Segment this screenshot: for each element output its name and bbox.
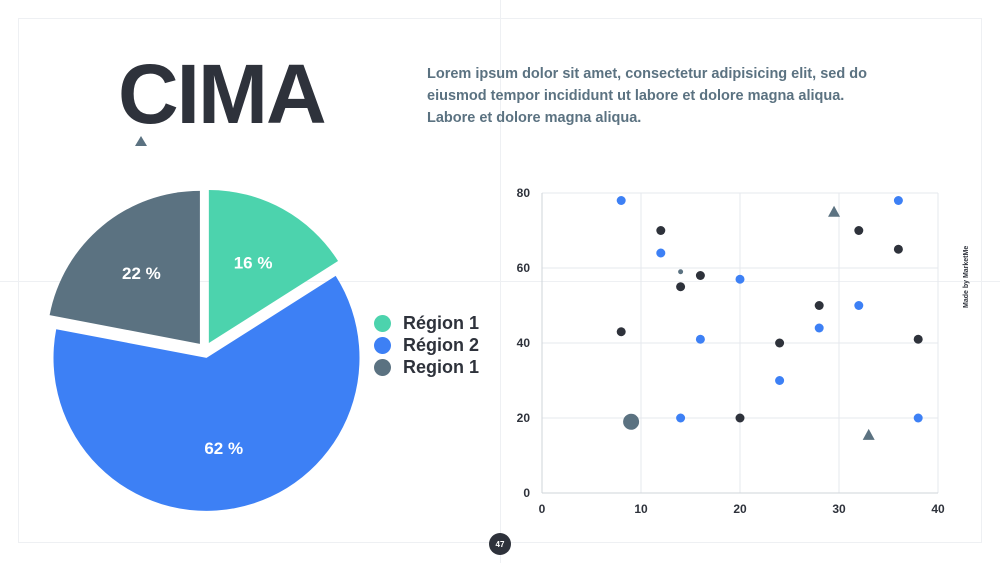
pie-slice (49, 190, 200, 344)
scatter-point (854, 226, 864, 235)
x-tick-label: 20 (733, 502, 747, 516)
legend-item: Region 1 (374, 356, 479, 378)
y-tick-label: 60 (517, 261, 531, 275)
pie-slice-label: 16 % (234, 254, 273, 273)
scatter-point (678, 269, 684, 275)
slide-title: CIMA (118, 47, 327, 141)
scatter-point-triangle (862, 428, 875, 440)
scatter-point (735, 413, 745, 423)
legend-label: Région 1 (403, 312, 480, 333)
x-tick-label: 30 (832, 502, 846, 516)
y-tick-label: 0 (523, 486, 530, 500)
pie-slice (208, 189, 339, 343)
scatter-point (656, 226, 666, 235)
x-tick-label: 40 (931, 502, 945, 516)
legend-dot-icon (374, 314, 391, 332)
scatter-chart: 0 10 20 30 40 0 20 40 60 80 (517, 186, 945, 516)
x-tick-label: 0 (539, 502, 546, 516)
legend-dot-icon (374, 336, 391, 354)
pie-slice-label: 62 % (204, 439, 243, 458)
scatter-point (814, 301, 824, 310)
legend-dot-icon (374, 358, 391, 376)
legend-label: Region 1 (403, 356, 480, 377)
scatter-point (623, 413, 640, 430)
pie-slice-label: 22 % (122, 264, 161, 283)
scatter-point (676, 282, 686, 292)
scatter-point (676, 413, 686, 423)
legend-label: Région 2 (403, 334, 480, 355)
center-guide-horizontal (0, 281, 1000, 282)
pie-chart: 16 % 62 % 22 % (49, 189, 360, 511)
y-tick-label: 40 (517, 336, 531, 350)
scatter-point (616, 196, 626, 205)
slide-description: Lorem ipsum dolor sit amet, consectetur … (427, 66, 867, 126)
pie-legend: Région 1 Région 2 Region 1 (374, 312, 479, 378)
scatter-point (854, 301, 864, 310)
scatter-point (616, 327, 626, 337)
scatter-point (695, 334, 705, 344)
made-by-credit: Made by MarketMe (963, 245, 970, 308)
scatter-point (893, 196, 903, 205)
scatter-point (656, 248, 666, 258)
page-number-badge: 47 (489, 533, 511, 555)
scatter-point (893, 244, 903, 254)
scatter-point-triangle (828, 205, 841, 217)
y-tick-label: 80 (517, 186, 531, 200)
scatter-point (735, 274, 745, 284)
legend-item: Région 1 (374, 312, 479, 334)
scatter-point (913, 413, 923, 423)
scatter-point (913, 334, 923, 344)
scatter-point (775, 338, 785, 348)
title-triangle-icon (135, 136, 147, 146)
scatter-point (775, 376, 785, 385)
legend-item: Région 2 (374, 334, 479, 356)
scatter-point (814, 323, 824, 333)
scatter-point (695, 271, 705, 280)
y-tick-label: 20 (517, 411, 531, 425)
x-tick-label: 10 (634, 502, 648, 516)
pie-slice (53, 275, 360, 511)
